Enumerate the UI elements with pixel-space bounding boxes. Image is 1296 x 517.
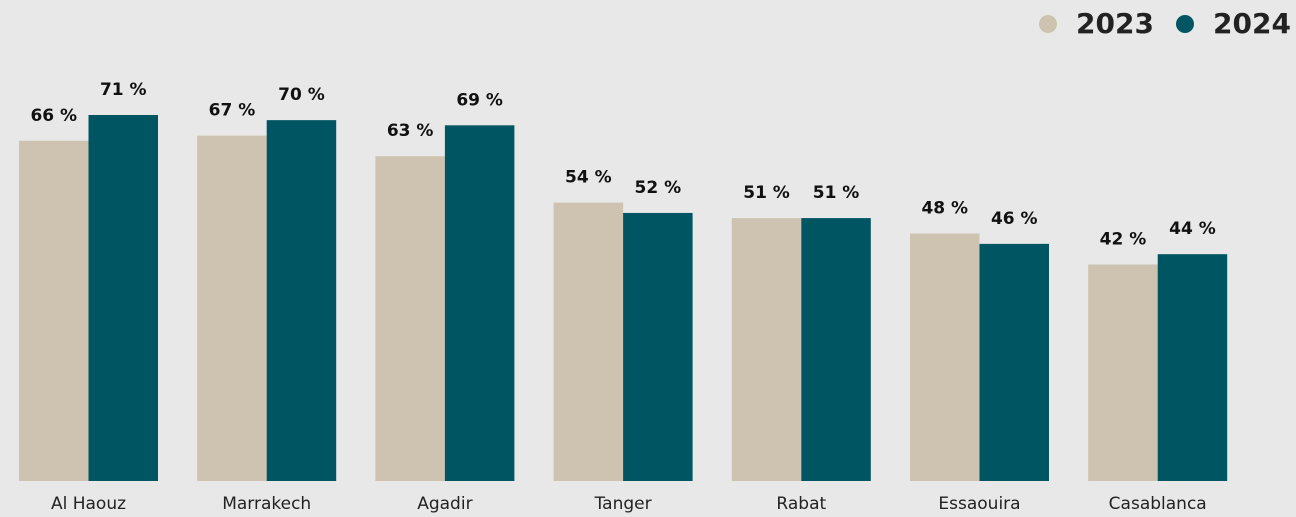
- bar: [197, 135, 267, 482]
- value-label: 67 %: [209, 101, 256, 121]
- bar: [553, 202, 624, 481]
- bar: [910, 233, 980, 481]
- value-label: 52 %: [635, 178, 682, 198]
- value-label: 71 %: [100, 80, 147, 100]
- bar: [731, 218, 802, 481]
- x-tick-label: Casablanca: [1109, 494, 1207, 514]
- x-tick-label: Agadir: [417, 494, 472, 514]
- bar: [19, 140, 89, 481]
- value-label: 54 %: [565, 168, 612, 188]
- legend-marker: [1176, 15, 1194, 33]
- x-tick-label: Essaouira: [938, 494, 1020, 514]
- x-tick-label: Tanger: [594, 494, 652, 514]
- bar: [979, 243, 1049, 481]
- bar: [1157, 254, 1228, 481]
- bar: [375, 156, 445, 482]
- legend-marker: [1039, 15, 1057, 33]
- value-label: 70 %: [278, 85, 325, 105]
- value-label: 51 %: [813, 183, 860, 203]
- bar: [1088, 264, 1158, 481]
- x-tick-label: Rabat: [776, 494, 826, 514]
- value-label: 51 %: [743, 183, 790, 203]
- value-label: 44 %: [1169, 219, 1216, 239]
- bar: [801, 218, 871, 481]
- value-label: 48 %: [921, 199, 968, 219]
- value-label: 46 %: [991, 209, 1038, 229]
- value-label: 42 %: [1100, 229, 1147, 249]
- legend-label: 2024: [1213, 7, 1291, 40]
- bar: [444, 125, 515, 482]
- value-label: 63 %: [387, 121, 434, 141]
- bar: [266, 120, 337, 482]
- value-label: 69 %: [456, 90, 503, 110]
- x-tick-label: Al Haouz: [51, 494, 126, 514]
- legend-label: 2023: [1076, 7, 1154, 40]
- bar: [623, 212, 693, 481]
- bar: [88, 114, 158, 482]
- value-label: 66 %: [30, 106, 77, 126]
- x-tick-label: Marrakech: [222, 494, 311, 514]
